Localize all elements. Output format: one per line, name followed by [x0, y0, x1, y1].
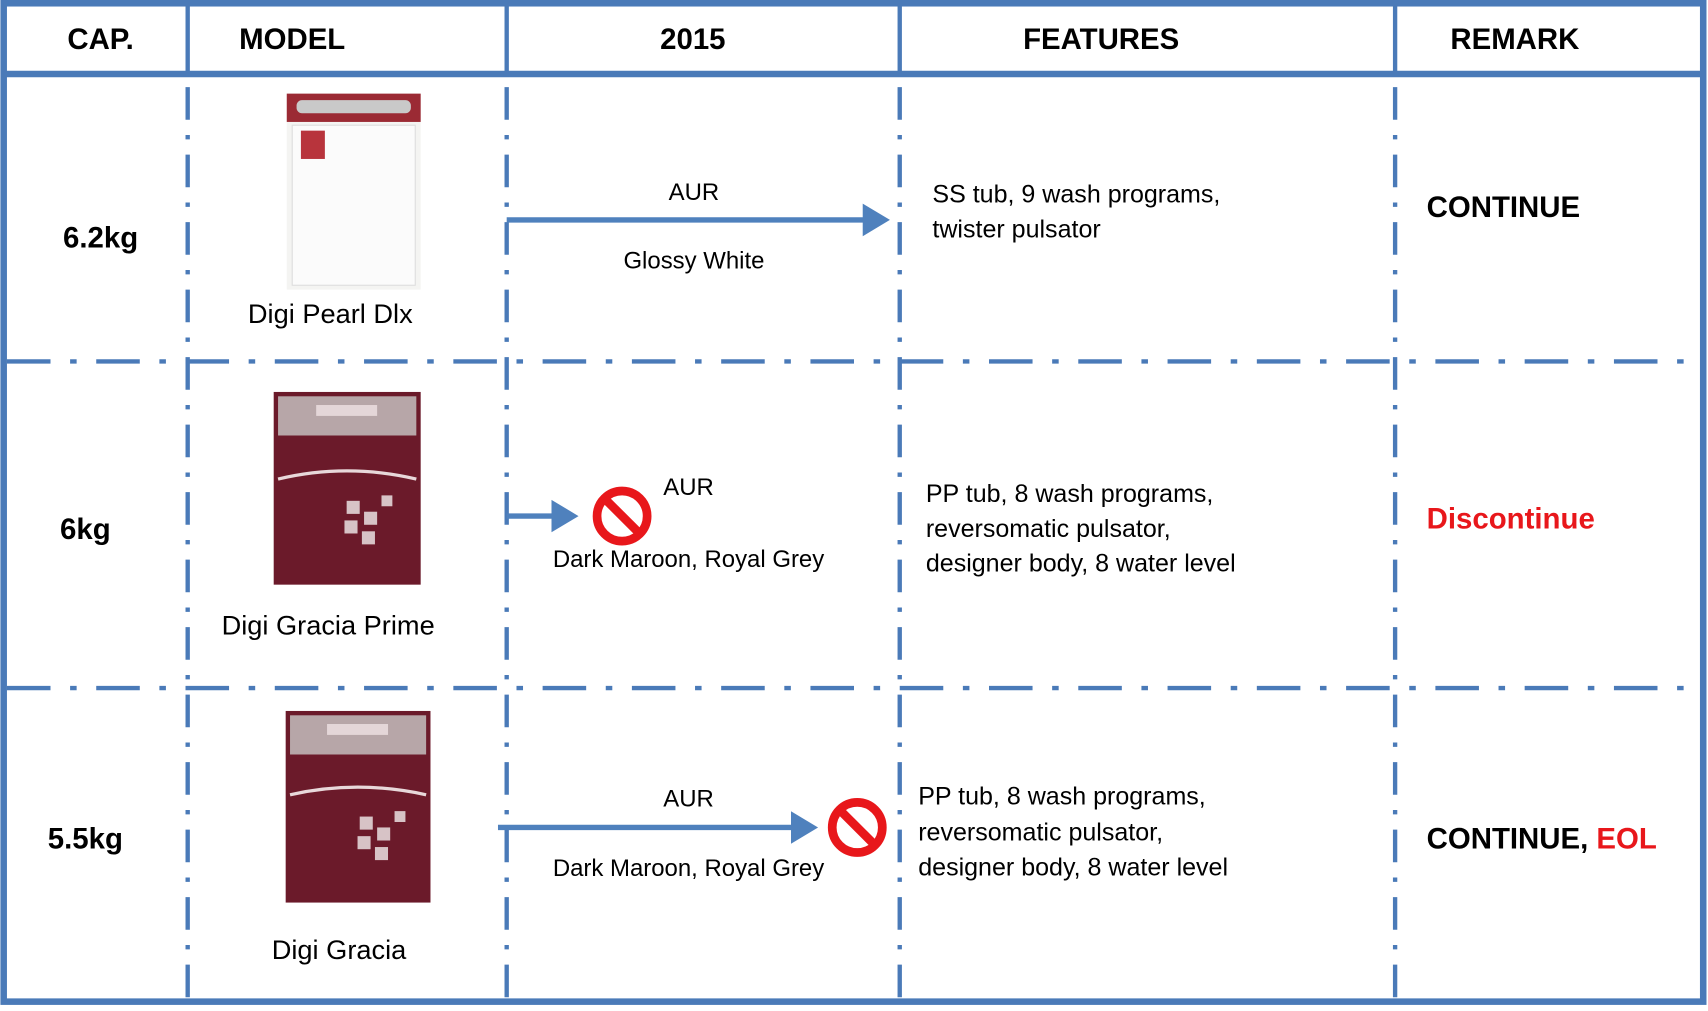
prohibited-icon	[592, 486, 652, 546]
remark: CONTINUE	[1427, 191, 1580, 224]
feature-line: SS tub, 9 wash programs,	[932, 181, 1220, 209]
capacity: 6.2kg	[63, 221, 138, 254]
feature-line: reversomatic pulsator,	[918, 819, 1163, 847]
colors: Dark Maroon, Royal Grey	[553, 546, 824, 573]
colors: Dark Maroon, Royal Grey	[553, 855, 824, 882]
colors: Glossy White	[623, 248, 764, 275]
model-name: Digi Gracia Prime	[222, 609, 435, 640]
header-year: 2015	[660, 23, 725, 56]
header-remark: REMARK	[1450, 23, 1579, 56]
feature-line: twister pulsator	[932, 215, 1100, 243]
feature-line: designer body, 8 water level	[926, 550, 1236, 578]
prohibited-icon	[827, 798, 887, 857]
feature-line: PP tub, 8 wash programs,	[926, 480, 1214, 508]
header-cap: CAP.	[67, 23, 133, 56]
remark: CONTINUE, EOL	[1427, 822, 1657, 855]
column-dividers	[185, 87, 1398, 1000]
remark-part: Discontinue	[1427, 502, 1595, 535]
header-model: MODEL	[239, 23, 345, 56]
header-dividers	[185, 3, 1398, 75]
model-name: Digi Gracia	[272, 934, 407, 965]
remark-part: EOL	[1596, 822, 1656, 855]
product-image	[285, 710, 431, 903]
remark: Discontinue	[1427, 502, 1595, 535]
capacity: 6kg	[60, 513, 111, 546]
feature-line: reversomatic pulsator,	[926, 515, 1171, 543]
plant: AUR	[669, 179, 720, 206]
header-features: FEATURES	[1023, 23, 1179, 56]
remark-part: CONTINUE	[1427, 191, 1580, 224]
plant: AUR	[663, 786, 714, 813]
model-name: Digi Pearl Dlx	[248, 298, 413, 329]
product-image	[286, 93, 421, 290]
plant: AUR	[663, 474, 714, 501]
feature-line: designer body, 8 water level	[918, 853, 1228, 881]
feature-line: PP tub, 8 wash programs,	[918, 783, 1206, 811]
capacity: 5.5kg	[48, 822, 123, 855]
row-dividers	[6, 359, 1702, 691]
remark-part: CONTINUE,	[1427, 822, 1597, 855]
product-image	[273, 391, 421, 585]
